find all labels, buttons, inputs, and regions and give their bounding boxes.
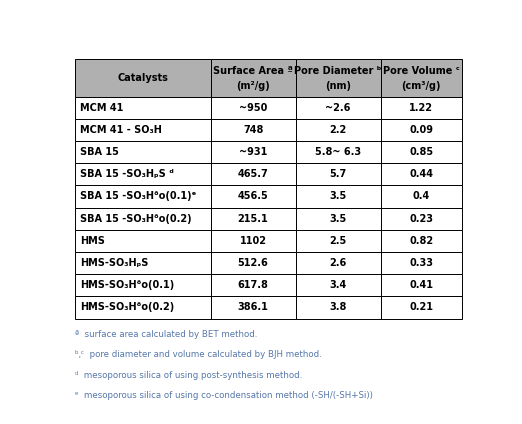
Text: 1102: 1102 (240, 236, 267, 246)
Bar (381, 296, 461, 318)
Text: 386.1: 386.1 (238, 302, 268, 312)
Bar (75, 274, 210, 296)
Text: Pore Volume ᶜ: Pore Volume ᶜ (383, 66, 459, 76)
Text: 215.1: 215.1 (238, 214, 268, 224)
Bar (210, 296, 295, 318)
Text: 0.23: 0.23 (409, 214, 433, 224)
Text: 465.7: 465.7 (238, 169, 268, 179)
Bar (381, 97, 461, 119)
Text: ᵉ  mesoporous silica of using co-condensation method (-SH/(-SH+Si)): ᵉ mesoporous silica of using co-condensa… (75, 391, 373, 400)
Text: 0.41: 0.41 (409, 280, 433, 290)
Text: 617.8: 617.8 (238, 280, 268, 290)
Text: HMS-SO₃Hᶞo(0.1): HMS-SO₃Hᶞo(0.1) (80, 280, 174, 290)
Text: 0.33: 0.33 (409, 258, 433, 268)
Text: ~931: ~931 (239, 147, 267, 157)
Text: ᵈ  mesoporous silica of using post-synthesis method.: ᵈ mesoporous silica of using post-synthe… (75, 371, 303, 379)
Text: 0.82: 0.82 (409, 236, 433, 246)
Text: 3.5: 3.5 (329, 192, 347, 201)
Bar (210, 97, 295, 119)
Text: ª  surface area calculated by BET method.: ª surface area calculated by BET method. (75, 330, 258, 339)
Text: HMS-SO₃HₚS: HMS-SO₃HₚS (80, 258, 149, 268)
Bar (75, 59, 210, 97)
Text: ~950: ~950 (239, 103, 267, 113)
Bar (295, 252, 381, 274)
Bar (210, 119, 295, 141)
Text: 0.21: 0.21 (409, 302, 433, 312)
Text: (cm³/g): (cm³/g) (401, 81, 441, 91)
Text: (m²/g): (m²/g) (236, 81, 270, 91)
Bar (381, 141, 461, 163)
Bar (210, 185, 295, 208)
Text: SBA 15 -SO₃Hᶞo(0.2): SBA 15 -SO₃Hᶞo(0.2) (80, 214, 192, 224)
Bar (295, 141, 381, 163)
Text: 0.4: 0.4 (412, 192, 430, 201)
Text: MCM 41 - SO₃H: MCM 41 - SO₃H (80, 125, 162, 135)
Bar (295, 97, 381, 119)
Bar (381, 274, 461, 296)
Bar (210, 163, 295, 185)
Bar (295, 185, 381, 208)
Bar (210, 208, 295, 230)
Bar (210, 252, 295, 274)
Text: 3.4: 3.4 (329, 280, 347, 290)
Text: (nm): (nm) (325, 81, 351, 91)
Text: SBA 15: SBA 15 (80, 147, 119, 157)
Text: 5.7: 5.7 (329, 169, 347, 179)
Bar (75, 185, 210, 208)
Text: 2.5: 2.5 (329, 236, 347, 246)
Text: 2.6: 2.6 (329, 258, 347, 268)
Bar (295, 208, 381, 230)
Text: Surface Area ª: Surface Area ª (213, 66, 293, 76)
Text: 5.8~ 6.3: 5.8~ 6.3 (315, 147, 361, 157)
Bar (295, 230, 381, 252)
Text: 3.8: 3.8 (329, 302, 347, 312)
Bar (210, 59, 295, 97)
Bar (381, 208, 461, 230)
Text: ᵇˌᶜ  pore diameter and volume calculated by BJH method.: ᵇˌᶜ pore diameter and volume calculated … (75, 350, 322, 359)
Text: 3.5: 3.5 (329, 214, 347, 224)
Text: Catalysts: Catalysts (117, 73, 169, 83)
Bar (295, 274, 381, 296)
Bar (295, 296, 381, 318)
Bar (75, 119, 210, 141)
Bar (75, 296, 210, 318)
Text: ~2.6: ~2.6 (325, 103, 351, 113)
Bar (210, 141, 295, 163)
Bar (75, 252, 210, 274)
Bar (381, 163, 461, 185)
Text: 0.44: 0.44 (409, 169, 433, 179)
Text: 0.09: 0.09 (409, 125, 433, 135)
Text: 512.6: 512.6 (238, 258, 268, 268)
Bar (381, 252, 461, 274)
Bar (210, 230, 295, 252)
Bar (75, 141, 210, 163)
Bar (75, 163, 210, 185)
Bar (295, 163, 381, 185)
Text: 456.5: 456.5 (238, 192, 268, 201)
Text: 1.22: 1.22 (409, 103, 433, 113)
Bar (295, 59, 381, 97)
Bar (381, 185, 461, 208)
Text: Pore Diameter ᵇ: Pore Diameter ᵇ (294, 66, 382, 76)
Bar (295, 119, 381, 141)
Text: MCM 41: MCM 41 (80, 103, 124, 113)
Bar (381, 230, 461, 252)
Bar (210, 274, 295, 296)
Bar (381, 119, 461, 141)
Bar (75, 97, 210, 119)
Text: SBA 15 -SO₃Hᶞo(0.1)ᵉ: SBA 15 -SO₃Hᶞo(0.1)ᵉ (80, 192, 196, 201)
Text: SBA 15 -SO₃HₚS ᵈ: SBA 15 -SO₃HₚS ᵈ (80, 169, 174, 179)
Bar (75, 230, 210, 252)
Text: 748: 748 (243, 125, 263, 135)
Text: 0.85: 0.85 (409, 147, 433, 157)
Text: HMS: HMS (80, 236, 105, 246)
Text: HMS-SO₃Hᶞo(0.2): HMS-SO₃Hᶞo(0.2) (80, 302, 174, 312)
Bar (75, 208, 210, 230)
Bar (381, 59, 461, 97)
Text: 2.2: 2.2 (329, 125, 347, 135)
